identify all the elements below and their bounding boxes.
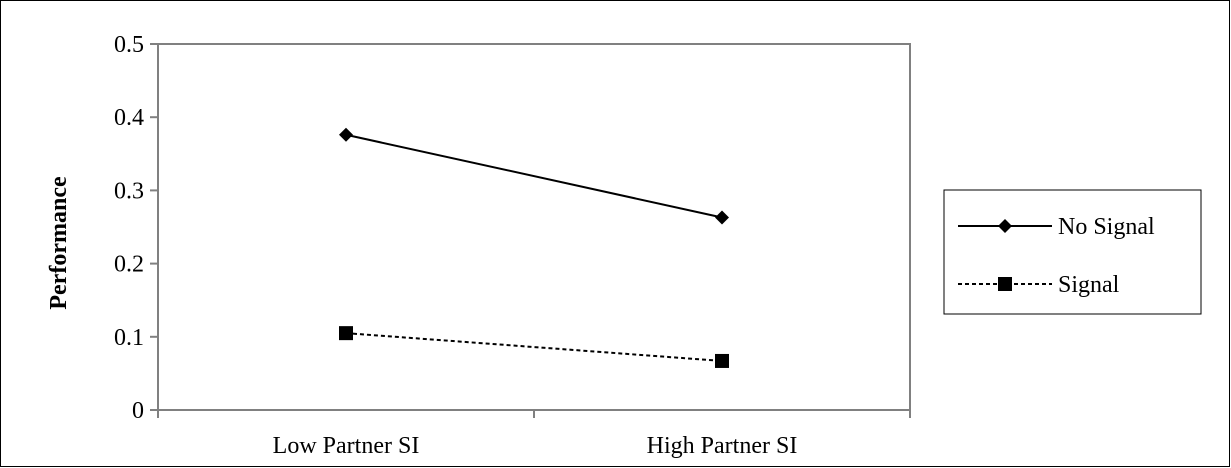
x-tick-label: High Partner SI bbox=[647, 433, 798, 459]
legend-items: No Signal Signal bbox=[958, 214, 1155, 298]
legend: No Signal Signal bbox=[943, 189, 1202, 315]
legend-item: No Signal bbox=[958, 214, 1155, 240]
legend-item: Signal bbox=[958, 272, 1120, 298]
data-point bbox=[339, 127, 353, 142]
y-axis-title: Performance bbox=[46, 176, 72, 310]
data-point bbox=[339, 326, 353, 341]
series-line bbox=[345, 133, 723, 219]
legend-marker bbox=[998, 219, 1012, 233]
y-tick-label: 0.4 bbox=[114, 105, 144, 131]
legend-label: Signal bbox=[1058, 272, 1120, 298]
y-tick-label: 0.2 bbox=[114, 252, 144, 278]
legend-box bbox=[943, 189, 1202, 315]
series-0 bbox=[339, 127, 729, 225]
legend-label: No Signal bbox=[1058, 214, 1155, 240]
x-ticks: Low Partner SI High Partner SI bbox=[157, 410, 911, 459]
y-tick-label: 0.5 bbox=[114, 32, 144, 58]
y-tick-label: 0.3 bbox=[114, 178, 144, 204]
y-tick-label: 0.1 bbox=[114, 325, 144, 351]
y-tick-label: 0 bbox=[132, 398, 144, 424]
legend-marker bbox=[998, 277, 1012, 291]
y-ticks: 0 0.1 0.2 0.3 0.4 0.5 bbox=[114, 32, 158, 424]
series-1 bbox=[339, 326, 729, 368]
x-tick-label: Low Partner SI bbox=[273, 433, 420, 459]
series-group bbox=[339, 127, 729, 368]
data-point bbox=[715, 353, 729, 368]
data-point bbox=[715, 210, 729, 225]
